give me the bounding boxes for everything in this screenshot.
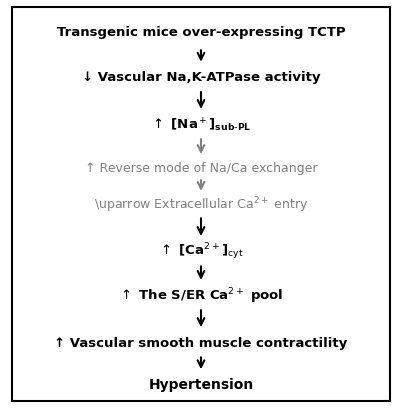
Text: Transgenic mice over-expressing TCTP: Transgenic mice over-expressing TCTP [57,26,344,39]
Text: ↑ Reverse mode of Na/Ca exchanger: ↑ Reverse mode of Na/Ca exchanger [85,161,316,174]
Text: \uparrow Extracellular Ca$^{2+}$ entry: \uparrow Extracellular Ca$^{2+}$ entry [93,195,308,214]
Text: $\uparrow$ [Ca$^{2+}$]$_{\mathrm{cyt}}$: $\uparrow$ [Ca$^{2+}$]$_{\mathrm{cyt}}$ [158,241,243,262]
Text: Hypertension: Hypertension [148,378,253,391]
Text: $\uparrow$ [Na$^+$]$_{\mathbf{sub\text{-}PL}}$: $\uparrow$ [Na$^+$]$_{\mathbf{sub\text{-… [150,116,251,133]
Text: ↑ Vascular smooth muscle contractility: ↑ Vascular smooth muscle contractility [54,336,347,349]
Text: ↓ Vascular Na,K-ATPase activity: ↓ Vascular Na,K-ATPase activity [81,71,320,84]
Text: $\uparrow$ The S/ER Ca$^{2+}$ pool: $\uparrow$ The S/ER Ca$^{2+}$ pool [118,285,283,305]
